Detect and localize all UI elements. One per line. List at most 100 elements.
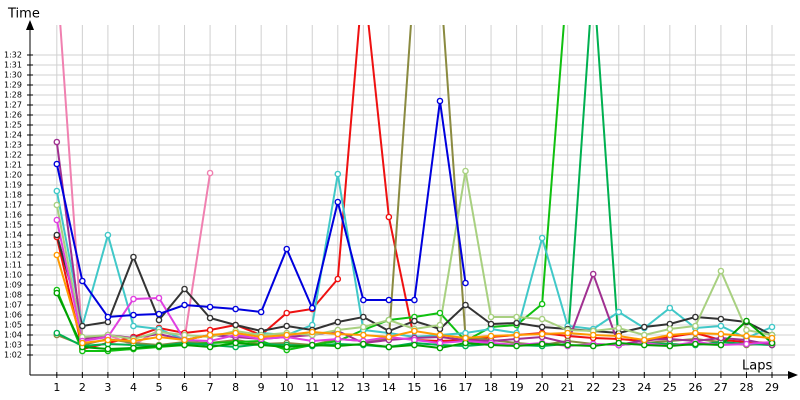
x-tick-label: 29: [765, 381, 779, 394]
y-tick-label: 1:22: [4, 151, 22, 160]
point: [283, 343, 291, 351]
point: [334, 342, 342, 350]
y-tick-label: 1:15: [4, 221, 22, 230]
point: [283, 322, 291, 330]
point: [334, 170, 342, 178]
y-tick-label: 1:20: [4, 171, 22, 180]
point: [181, 285, 188, 293]
point: [513, 319, 520, 327]
point: [206, 337, 214, 345]
point: [717, 322, 725, 330]
point: [411, 317, 418, 325]
point: [666, 304, 674, 312]
y-tick-label: 1:05: [4, 321, 22, 330]
point: [538, 323, 546, 331]
x-tick-label: 2: [79, 381, 86, 394]
point: [538, 315, 546, 323]
x-tick-label: 25: [663, 381, 677, 394]
x-tick-label: 10: [280, 381, 294, 394]
y-tick-label: 1:02: [4, 351, 22, 360]
point: [589, 342, 597, 350]
x-tick-label: 28: [739, 381, 753, 394]
point: [155, 294, 163, 302]
point: [232, 321, 239, 329]
point: [130, 295, 137, 303]
point: [53, 329, 61, 337]
point: [385, 316, 393, 324]
point: [308, 304, 316, 312]
y-tick-label: 1:18: [4, 191, 22, 200]
point: [155, 342, 163, 350]
point: [513, 342, 520, 350]
y-tick-label: 1:04: [4, 331, 22, 340]
point: [53, 160, 61, 168]
point: [385, 327, 393, 335]
y-tick-label: 1:24: [4, 131, 22, 140]
x-tick-label: 16: [433, 381, 447, 394]
point: [385, 343, 393, 351]
x-tick-label: 13: [356, 381, 370, 394]
point: [692, 340, 699, 348]
point: [385, 333, 393, 341]
point: [79, 322, 86, 330]
y-tick-label: 1:13: [4, 241, 22, 250]
point: [487, 313, 495, 321]
x-tick-label: 11: [305, 381, 319, 394]
point: [232, 339, 239, 347]
point: [206, 314, 214, 322]
point: [283, 245, 291, 253]
point: [538, 300, 546, 308]
y-tick-label: 1:27: [4, 101, 22, 110]
point: [411, 296, 418, 304]
x-tick-label: 18: [484, 381, 498, 394]
y-tick-label: 1:28: [4, 91, 22, 100]
point: [487, 332, 495, 340]
point: [564, 341, 571, 349]
point: [79, 339, 86, 347]
point: [53, 216, 61, 224]
point: [334, 330, 342, 338]
y-tick-label: 1:19: [4, 181, 22, 190]
point: [360, 340, 367, 348]
point: [53, 231, 61, 239]
point: [462, 334, 469, 342]
point: [104, 336, 112, 344]
y-tick-label: 1:17: [4, 201, 22, 210]
x-tick-label: 7: [207, 381, 214, 394]
point: [462, 301, 469, 309]
point: [130, 344, 137, 352]
x-axis-arrow: [788, 371, 798, 379]
point: [130, 322, 137, 330]
point: [589, 331, 597, 339]
point: [257, 333, 265, 341]
plot-area: [53, 25, 776, 355]
point: [53, 187, 61, 195]
point: [334, 318, 342, 326]
point: [334, 275, 342, 283]
point: [308, 341, 316, 349]
point: [666, 325, 674, 333]
point: [436, 97, 444, 105]
x-tick-label: 26: [688, 381, 702, 394]
point: [436, 309, 444, 317]
y-tick-label: 1:26: [4, 111, 22, 120]
point: [666, 331, 674, 339]
point: [360, 296, 367, 304]
x-tick-label: 1: [53, 381, 60, 394]
point: [206, 169, 214, 177]
point: [53, 201, 61, 209]
point: [487, 320, 495, 328]
y-tick-label: 1:25: [4, 121, 22, 130]
x-tick-label: 8: [232, 381, 239, 394]
point: [717, 330, 725, 338]
y-tick-label: 1:29: [4, 81, 22, 90]
y-tick-label: 1:16: [4, 211, 22, 220]
y-tick-label: 1:23: [4, 141, 22, 150]
x-tick-label: 23: [612, 381, 626, 394]
point: [385, 296, 393, 304]
point: [79, 277, 86, 285]
x-tick-label: 9: [258, 381, 265, 394]
x-tick-label: 5: [155, 381, 162, 394]
point: [462, 279, 469, 287]
point: [53, 251, 61, 259]
